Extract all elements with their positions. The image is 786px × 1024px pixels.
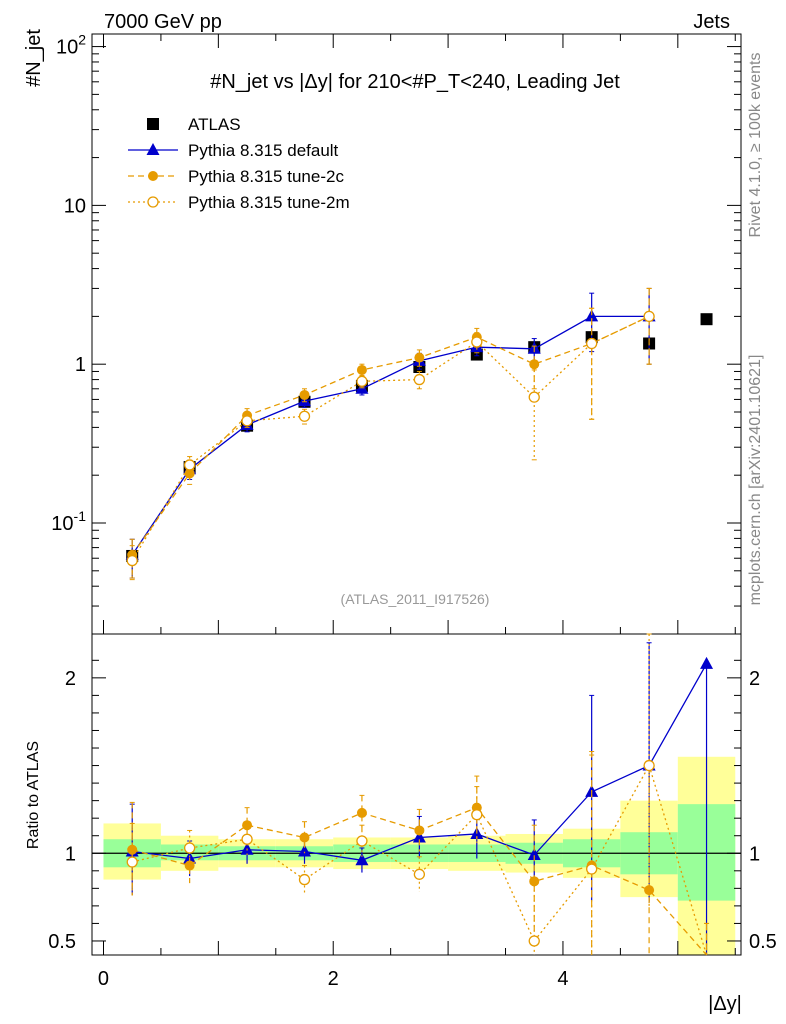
ratio-point [471,809,483,821]
ratio-y-tick-label-right: 1 [749,843,760,865]
data-point [700,313,713,326]
plot-title: #N_jet vs |Δy| for 210<#P_T<240, Leading… [210,71,620,93]
data-point [471,336,483,348]
ratio-point [529,876,540,887]
ratio-series-tune-2m [126,633,710,956]
data-point [241,415,253,427]
data-point [529,359,540,370]
ratio-point [414,825,425,836]
data-point [643,310,655,323]
analysis-id: (ATLAS_2011_I917526) [341,591,490,607]
ratio-point [528,935,540,947]
ratio-point [356,835,368,847]
legend: ATLAS Pythia 8.315 default Pythia 8.315 tu… [128,115,350,212]
series-default [125,287,656,579]
ratio-point [412,830,426,843]
ratio-series-default [125,642,714,955]
x-axis-label: |Δy| [708,993,742,1015]
ratio-plot: 0.5 0.5 1 1 2 2 0 2 4 Ratio to ATLAS |Δy| [25,633,777,1015]
ratio-y-tick-label-right: 2 [749,668,760,690]
series-line [131,315,650,561]
series-line [131,315,650,556]
legend-label: ATLAS [188,115,241,134]
ratio-point [356,807,367,818]
y-axis-label: #N_jet [23,29,45,87]
x-tick-label: 4 [557,968,568,990]
y-tick-label: 102 [56,32,86,59]
data-point [414,352,425,363]
y-tick-label-exponent: -1 [74,508,87,524]
ratio-series-line [132,763,708,956]
ratio-point [413,868,426,880]
legend-label: Pythia 8.315 tune-2m [188,193,350,212]
data-point [356,364,367,375]
legend-entry: Pythia 8.315 tune-2m [128,193,350,212]
ratio-point [586,863,598,875]
legend-entry: Pythia 8.315 tune-2c [128,167,344,186]
legend-label: Pythia 8.315 tune-2c [188,167,344,186]
data-point [299,389,310,400]
series-tune-2c [127,287,655,579]
legend-marker [148,171,158,181]
ratio-point [183,851,197,864]
legend-marker [147,118,159,130]
legend-label: Pythia 8.315 default [188,141,339,160]
y-tick-label: 10 [64,195,86,217]
data-point [528,391,540,403]
rivet-label: Rivet 4.1.0, ≥ 100k events [747,53,764,238]
ratio-point [298,844,312,857]
y-tick-label: 1 [75,354,86,376]
data-point [298,410,311,422]
data-point [126,554,138,567]
ratio-point [241,833,253,845]
ratio-point [298,873,311,886]
ratio-point [126,856,138,868]
data-point [356,375,368,387]
energy-label: 7000 GeV pp [104,11,222,33]
x-tick-label: 0 [98,968,109,990]
source-label: mcplots.cern.ch [arXiv:2401.10621] [747,355,764,606]
ratio-y-tick-label: 1 [65,843,76,865]
ratio-point [183,842,196,854]
series-tune-2m [126,287,655,581]
ratio-point [700,656,714,669]
ratio-y-axis-label: Ratio to ATLAS [25,741,42,849]
legend-entry: ATLAS [147,115,241,134]
data-point [585,309,599,322]
ratio-point [527,848,541,861]
y-tick-label: 10-1 [51,508,86,535]
x-tick-label: 2 [328,968,339,990]
ratio-point [643,759,655,772]
data-point [183,459,196,471]
legend-marker [146,143,160,155]
data-point [413,373,426,386]
main-plot: 10-1 1 10 102 #N_jet vs |Δy| for 210<#P_T<2… [23,29,742,635]
data-point [586,337,598,350]
ratio-y-tick-label: 0.5 [48,931,76,953]
ratio-y-tick-label-right: 0.5 [749,931,777,953]
legend-entry: Pythia 8.315 default [128,141,339,160]
y-tick-label-exponent: 2 [78,32,86,48]
jets-label: Jets [693,11,730,33]
series-line [131,315,650,556]
ratio-point [355,853,369,866]
ratio-y-tick-label: 2 [65,668,76,690]
ratio-plot-frame [91,633,742,956]
ratio-point [299,832,310,843]
legend-marker [147,196,159,208]
